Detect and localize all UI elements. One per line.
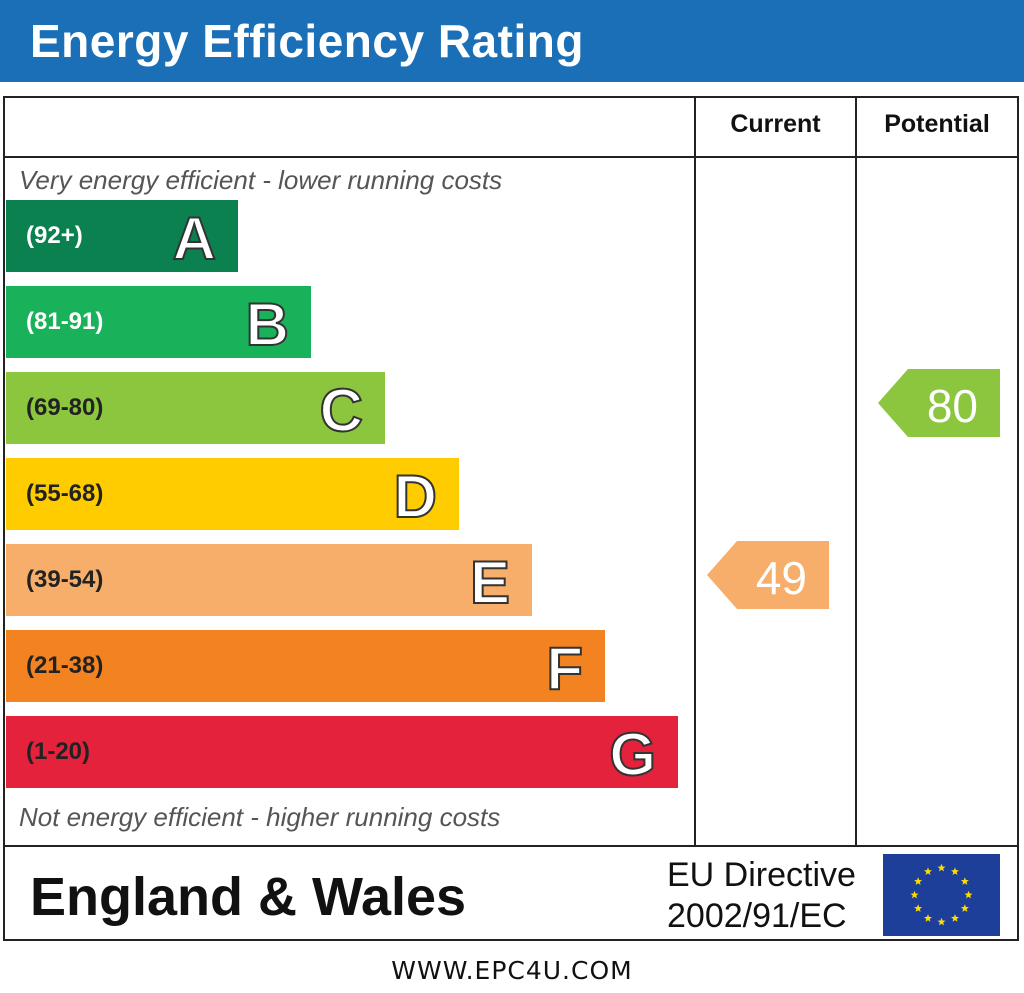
- band-letter-label: C: [319, 376, 364, 445]
- band-range-label: (1-20): [26, 738, 91, 765]
- band-range-label: (39-54): [26, 566, 104, 593]
- eu-flag-icon: [883, 854, 1000, 936]
- band-letter-label: A: [172, 204, 217, 273]
- top-note: Very energy efficient - lower running co…: [19, 165, 503, 195]
- column-header-current: Current: [730, 110, 821, 138]
- eu-star: [924, 914, 932, 922]
- band-letter-label: D: [393, 462, 438, 531]
- potential-rating-arrow-shape: [878, 369, 1000, 437]
- eu-star: [924, 867, 932, 876]
- directive-line-2: 2002/91/EC: [667, 897, 847, 935]
- eu-star: [937, 863, 946, 872]
- eu-star: [951, 914, 959, 922]
- title-bar: Energy Efficiency Rating: [0, 0, 1024, 82]
- band-f: (21-38) F: [6, 630, 605, 703]
- bottom-note: Not energy efficient - higher running co…: [19, 802, 501, 832]
- rating-frame: [3, 96, 1019, 941]
- eu-star: [951, 867, 959, 876]
- band-e: (39-54) E: [6, 544, 532, 617]
- band-range-label: (92+): [26, 222, 83, 249]
- eu-star: [960, 904, 969, 912]
- divider-current: [694, 96, 696, 847]
- band-range-label: (21-38): [26, 652, 104, 679]
- eu-star: [937, 917, 946, 926]
- current-rating-arrow-shape: [707, 541, 829, 609]
- current-rating-arrow: 49: [707, 541, 829, 609]
- directive-line-1: EU Directive: [667, 856, 856, 894]
- potential-rating-arrow-value: 80: [926, 380, 978, 432]
- eu-star: [960, 877, 969, 885]
- region-label: England & Wales: [30, 867, 467, 927]
- eu-star: [964, 890, 973, 899]
- band-letter-label: F: [545, 634, 584, 703]
- band-range-label: (55-68): [26, 480, 104, 507]
- band-g: (1-20) G: [6, 716, 678, 789]
- divider-potential: [855, 96, 857, 847]
- column-header-potential: Potential: [884, 110, 990, 138]
- band-letter-label: B: [245, 290, 290, 359]
- current-rating-arrow-value: 49: [755, 552, 807, 604]
- band-b: (81-91) B: [6, 286, 311, 359]
- potential-rating-arrow-polygon: [878, 369, 1000, 437]
- eu-star: [914, 904, 923, 912]
- band-a: (92+) A: [6, 200, 238, 273]
- footer-row-line: [3, 845, 1019, 847]
- band-range-label: (81-91): [26, 308, 104, 335]
- band-letter-label: G: [608, 720, 657, 789]
- current-rating-arrow-polygon: [707, 541, 829, 609]
- eu-flag-stars: [910, 863, 973, 926]
- eu-star: [914, 877, 923, 885]
- header-row-line: [3, 156, 1019, 158]
- band-range-label: (69-80): [26, 394, 104, 421]
- potential-rating-arrow: 80: [878, 369, 1000, 437]
- band-d: (55-68) D: [6, 458, 459, 531]
- chart-title: Energy Efficiency Rating: [30, 15, 584, 67]
- band-c: (69-80) C: [6, 372, 385, 445]
- band-letter-label: E: [469, 548, 511, 617]
- eu-star: [910, 890, 919, 899]
- website-url: WWW.EPC4U.COM: [391, 956, 633, 985]
